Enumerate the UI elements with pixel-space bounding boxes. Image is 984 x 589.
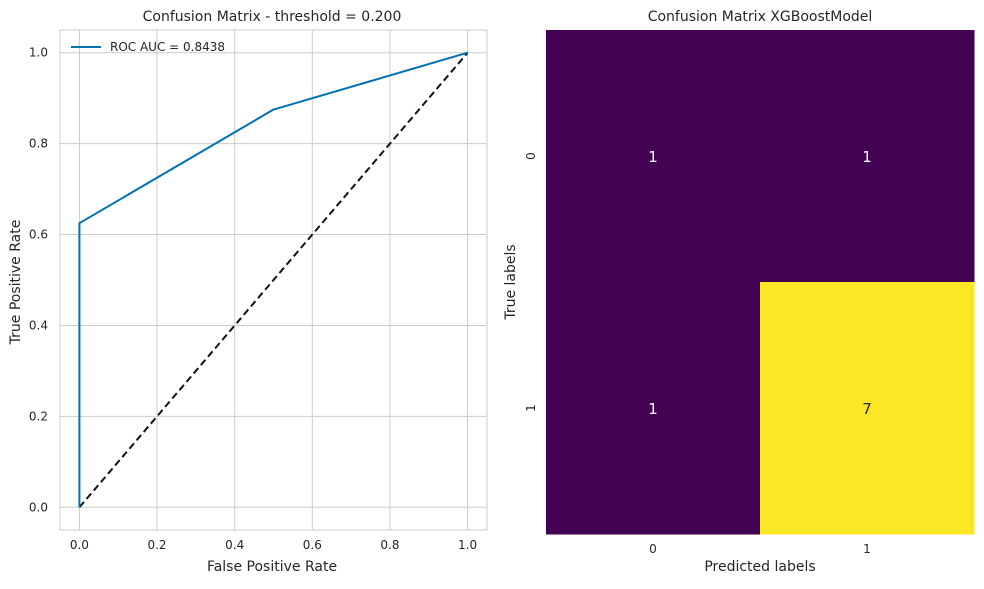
roc-legend-label: ROC AUC = 0.8438: [110, 40, 225, 54]
roc-curve-line: [78, 51, 468, 508]
roc-lines: [78, 51, 469, 508]
heatmap-title: Confusion Matrix XGBoostModel: [648, 9, 873, 25]
heatmap-cell-label: 1: [862, 148, 872, 166]
roc-y-tick-label: 0.4: [29, 318, 48, 332]
roc-x-tick-label: 0.6: [303, 538, 322, 552]
roc-y-tick-label: 0.0: [29, 500, 48, 514]
heatmap-cell: [546, 30, 761, 283]
heatmap-x-axis-label: Predicted labels: [704, 559, 815, 575]
roc-curve-chart: Confusion Matrix - threshold = 0.200 0.0…: [8, 9, 488, 575]
roc-y-tick-label: 0.6: [29, 228, 48, 242]
heatmap-cell-label: 1: [648, 400, 658, 418]
roc-x-tick-label: 1.0: [458, 538, 477, 552]
heatmap-cell-label: 1: [648, 148, 658, 166]
heatmap-x-tick-label: 0: [649, 542, 657, 556]
heatmap-cell: [760, 30, 975, 283]
roc-x-tick-label: 0.0: [70, 538, 89, 552]
roc-x-tick-label: 0.4: [225, 538, 244, 552]
roc-y-tick-label: 1.0: [29, 46, 48, 60]
roc-chart-title: Confusion Matrix - threshold = 0.200: [143, 9, 402, 25]
roc-x-tick-labels: 0.0 0.2 0.4 0.6 0.8 1.0: [70, 538, 477, 552]
roc-legend: ROC AUC = 0.8438: [71, 40, 225, 54]
heatmap-cell-label: 7: [862, 400, 872, 418]
heatmap-y-tick-label: 1: [524, 404, 538, 412]
roc-x-axis-label: False Positive Rate: [207, 559, 337, 575]
heatmap-cell: [546, 282, 761, 535]
roc-y-tick-labels: 0.0 0.2 0.4 0.6 0.8 1.0: [29, 46, 48, 515]
roc-x-tick-label: 0.8: [380, 538, 399, 552]
heatmap-x-tick-label: 1: [863, 542, 871, 556]
heatmap-cell: [760, 282, 975, 535]
roc-x-tick-label: 0.2: [147, 538, 166, 552]
roc-y-tick-label: 0.8: [29, 137, 48, 151]
heatmap-y-tick-label: 0: [524, 152, 538, 160]
heatmap-y-axis-label: True labels: [503, 244, 519, 320]
heatmap-y-tick-labels: 01: [524, 152, 538, 412]
chance-diagonal-line: [78, 52, 469, 508]
heatmap-cells: 1 1 1 7: [546, 30, 975, 535]
roc-y-tick-label: 0.2: [29, 409, 48, 423]
roc-y-axis-label: True Positive Rate: [8, 220, 24, 346]
